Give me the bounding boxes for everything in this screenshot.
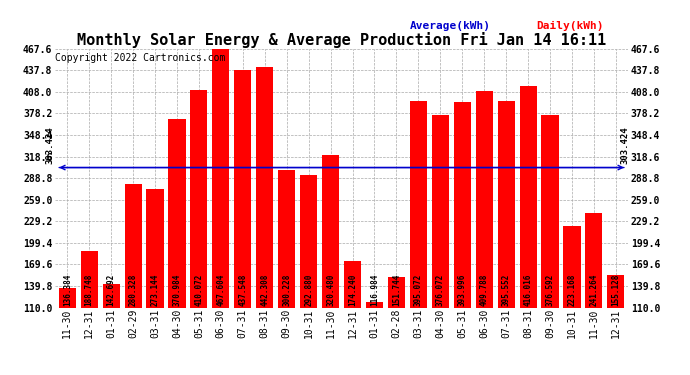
Bar bbox=[124, 184, 141, 375]
Bar bbox=[213, 49, 229, 375]
Bar bbox=[585, 213, 602, 375]
Bar bbox=[300, 175, 317, 375]
Text: 395.072: 395.072 bbox=[414, 274, 423, 306]
Text: 437.548: 437.548 bbox=[238, 274, 247, 306]
Text: 370.984: 370.984 bbox=[172, 274, 181, 306]
Bar bbox=[59, 288, 76, 375]
Text: 142.692: 142.692 bbox=[107, 274, 116, 306]
Bar bbox=[278, 170, 295, 375]
Bar bbox=[146, 189, 164, 375]
Text: 303.424: 303.424 bbox=[620, 126, 629, 164]
Text: Daily(kWh): Daily(kWh) bbox=[536, 21, 604, 31]
Text: 223.168: 223.168 bbox=[567, 274, 576, 306]
Text: 376.072: 376.072 bbox=[436, 274, 445, 306]
Text: 442.308: 442.308 bbox=[260, 274, 269, 306]
Bar bbox=[454, 102, 471, 375]
Text: 280.328: 280.328 bbox=[128, 274, 137, 306]
Bar bbox=[564, 226, 580, 375]
Text: 416.016: 416.016 bbox=[524, 274, 533, 306]
Text: 320.480: 320.480 bbox=[326, 274, 335, 306]
Bar bbox=[190, 90, 208, 375]
Bar bbox=[322, 155, 339, 375]
Text: 116.984: 116.984 bbox=[370, 274, 379, 306]
Bar bbox=[344, 261, 361, 375]
Bar bbox=[542, 115, 559, 375]
Text: 410.072: 410.072 bbox=[195, 274, 204, 306]
Text: Average(kWh): Average(kWh) bbox=[411, 21, 491, 31]
Bar bbox=[388, 277, 405, 375]
Bar bbox=[366, 303, 383, 375]
Text: 376.592: 376.592 bbox=[546, 274, 555, 306]
Bar bbox=[520, 86, 537, 375]
Text: Copyright 2022 Cartronics.com: Copyright 2022 Cartronics.com bbox=[55, 53, 226, 63]
Bar bbox=[168, 118, 186, 375]
Bar bbox=[432, 115, 449, 375]
Text: 174.240: 174.240 bbox=[348, 274, 357, 306]
Text: 300.228: 300.228 bbox=[282, 274, 291, 306]
Text: 151.744: 151.744 bbox=[392, 274, 401, 306]
Text: 155.128: 155.128 bbox=[611, 274, 620, 306]
Text: 188.748: 188.748 bbox=[85, 274, 94, 306]
Text: 303.424: 303.424 bbox=[46, 126, 55, 164]
Bar bbox=[497, 101, 515, 375]
Bar bbox=[234, 70, 251, 375]
Text: 395.552: 395.552 bbox=[502, 274, 511, 306]
Text: 467.604: 467.604 bbox=[217, 274, 226, 306]
Title: Monthly Solar Energy & Average Production Fri Jan 14 16:11: Monthly Solar Energy & Average Productio… bbox=[77, 32, 607, 48]
Text: 136.384: 136.384 bbox=[63, 274, 72, 306]
Bar bbox=[607, 275, 624, 375]
Bar bbox=[475, 91, 493, 375]
Text: 292.880: 292.880 bbox=[304, 274, 313, 306]
Bar bbox=[256, 67, 273, 375]
Text: 273.144: 273.144 bbox=[150, 274, 159, 306]
Text: 393.996: 393.996 bbox=[457, 274, 466, 306]
Bar bbox=[410, 101, 427, 375]
Text: 241.264: 241.264 bbox=[589, 274, 598, 306]
Bar bbox=[81, 251, 98, 375]
Text: 409.788: 409.788 bbox=[480, 274, 489, 306]
Bar bbox=[103, 284, 119, 375]
